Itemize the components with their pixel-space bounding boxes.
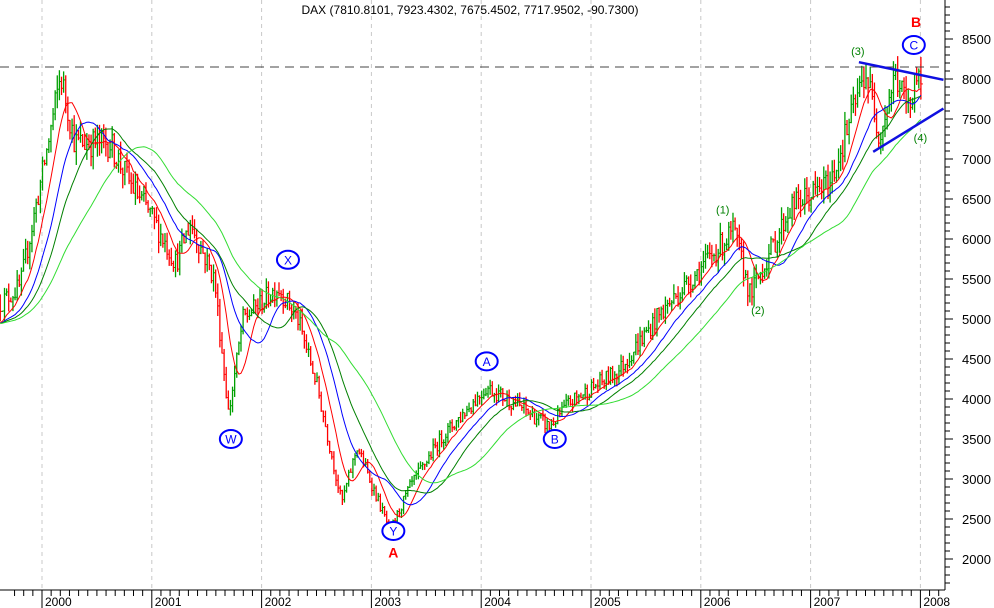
wave-label: A bbox=[483, 355, 491, 369]
wave-label-red: A bbox=[388, 545, 398, 561]
y-tick-label: 6000 bbox=[962, 232, 991, 247]
x-tick-label: 2004 bbox=[484, 595, 511, 608]
y-tick-label: 7500 bbox=[962, 112, 991, 127]
ma-line-ma50 bbox=[0, 118, 922, 484]
moving-averages bbox=[0, 88, 922, 518]
wave-circle bbox=[901, 35, 926, 55]
y-tick-label: 7000 bbox=[962, 152, 991, 167]
wave-label-green: (2) bbox=[751, 305, 764, 317]
y-tick-label: 3000 bbox=[962, 472, 991, 487]
x-tick-label: 2008 bbox=[923, 595, 950, 608]
wave-label-green: (3) bbox=[851, 46, 864, 58]
ma-line-ma30 bbox=[0, 96, 921, 494]
x-tick-label: 2000 bbox=[45, 595, 72, 608]
x-tick-label: 2001 bbox=[155, 595, 182, 608]
wave-label: W bbox=[225, 433, 237, 447]
y-tick-label: 4000 bbox=[962, 392, 991, 407]
y-tick-label: 4500 bbox=[962, 352, 991, 367]
wave-circle bbox=[542, 429, 567, 449]
y-tick-label: 5000 bbox=[962, 312, 991, 327]
y-tick-label: 2500 bbox=[962, 512, 991, 527]
y-tick-label: 8000 bbox=[962, 72, 991, 87]
ma-line-ma10 bbox=[0, 88, 921, 518]
wave-circle bbox=[381, 521, 406, 541]
grid bbox=[41, 0, 921, 590]
ma-line-ma20 bbox=[0, 94, 922, 506]
y-tick-label: 8500 bbox=[962, 32, 991, 47]
y-tick-label: 5500 bbox=[962, 272, 991, 287]
wave-label-green: (4) bbox=[914, 132, 927, 144]
x-tick-label: 2006 bbox=[704, 595, 731, 608]
wave-label: B bbox=[551, 433, 559, 447]
x-tick-label: 2003 bbox=[374, 595, 401, 608]
wave-label: X bbox=[284, 253, 292, 267]
x-tick-label: 2002 bbox=[265, 595, 292, 608]
wave-label: Y bbox=[389, 525, 397, 539]
wave-circle bbox=[275, 249, 300, 270]
x-tick-label: 2005 bbox=[594, 595, 621, 608]
wave-label-red: B bbox=[911, 14, 921, 30]
chart-title: DAX (7810.8101, 7923.4302, 7675.4502, 77… bbox=[302, 3, 639, 17]
y-tick-label: 6500 bbox=[962, 192, 991, 207]
trendline bbox=[872, 107, 945, 153]
trendline bbox=[858, 60, 944, 82]
x-tick-label: 2007 bbox=[814, 595, 841, 608]
wave-label: C bbox=[909, 39, 918, 53]
wave-label-green: (1) bbox=[716, 204, 729, 216]
trendlines bbox=[858, 60, 945, 153]
y-tick-label: 3500 bbox=[962, 432, 991, 447]
y-tick-label: 2000 bbox=[962, 552, 991, 567]
wave-circle bbox=[218, 429, 243, 449]
price-bars bbox=[0, 56, 923, 530]
wave-circle bbox=[474, 351, 499, 372]
